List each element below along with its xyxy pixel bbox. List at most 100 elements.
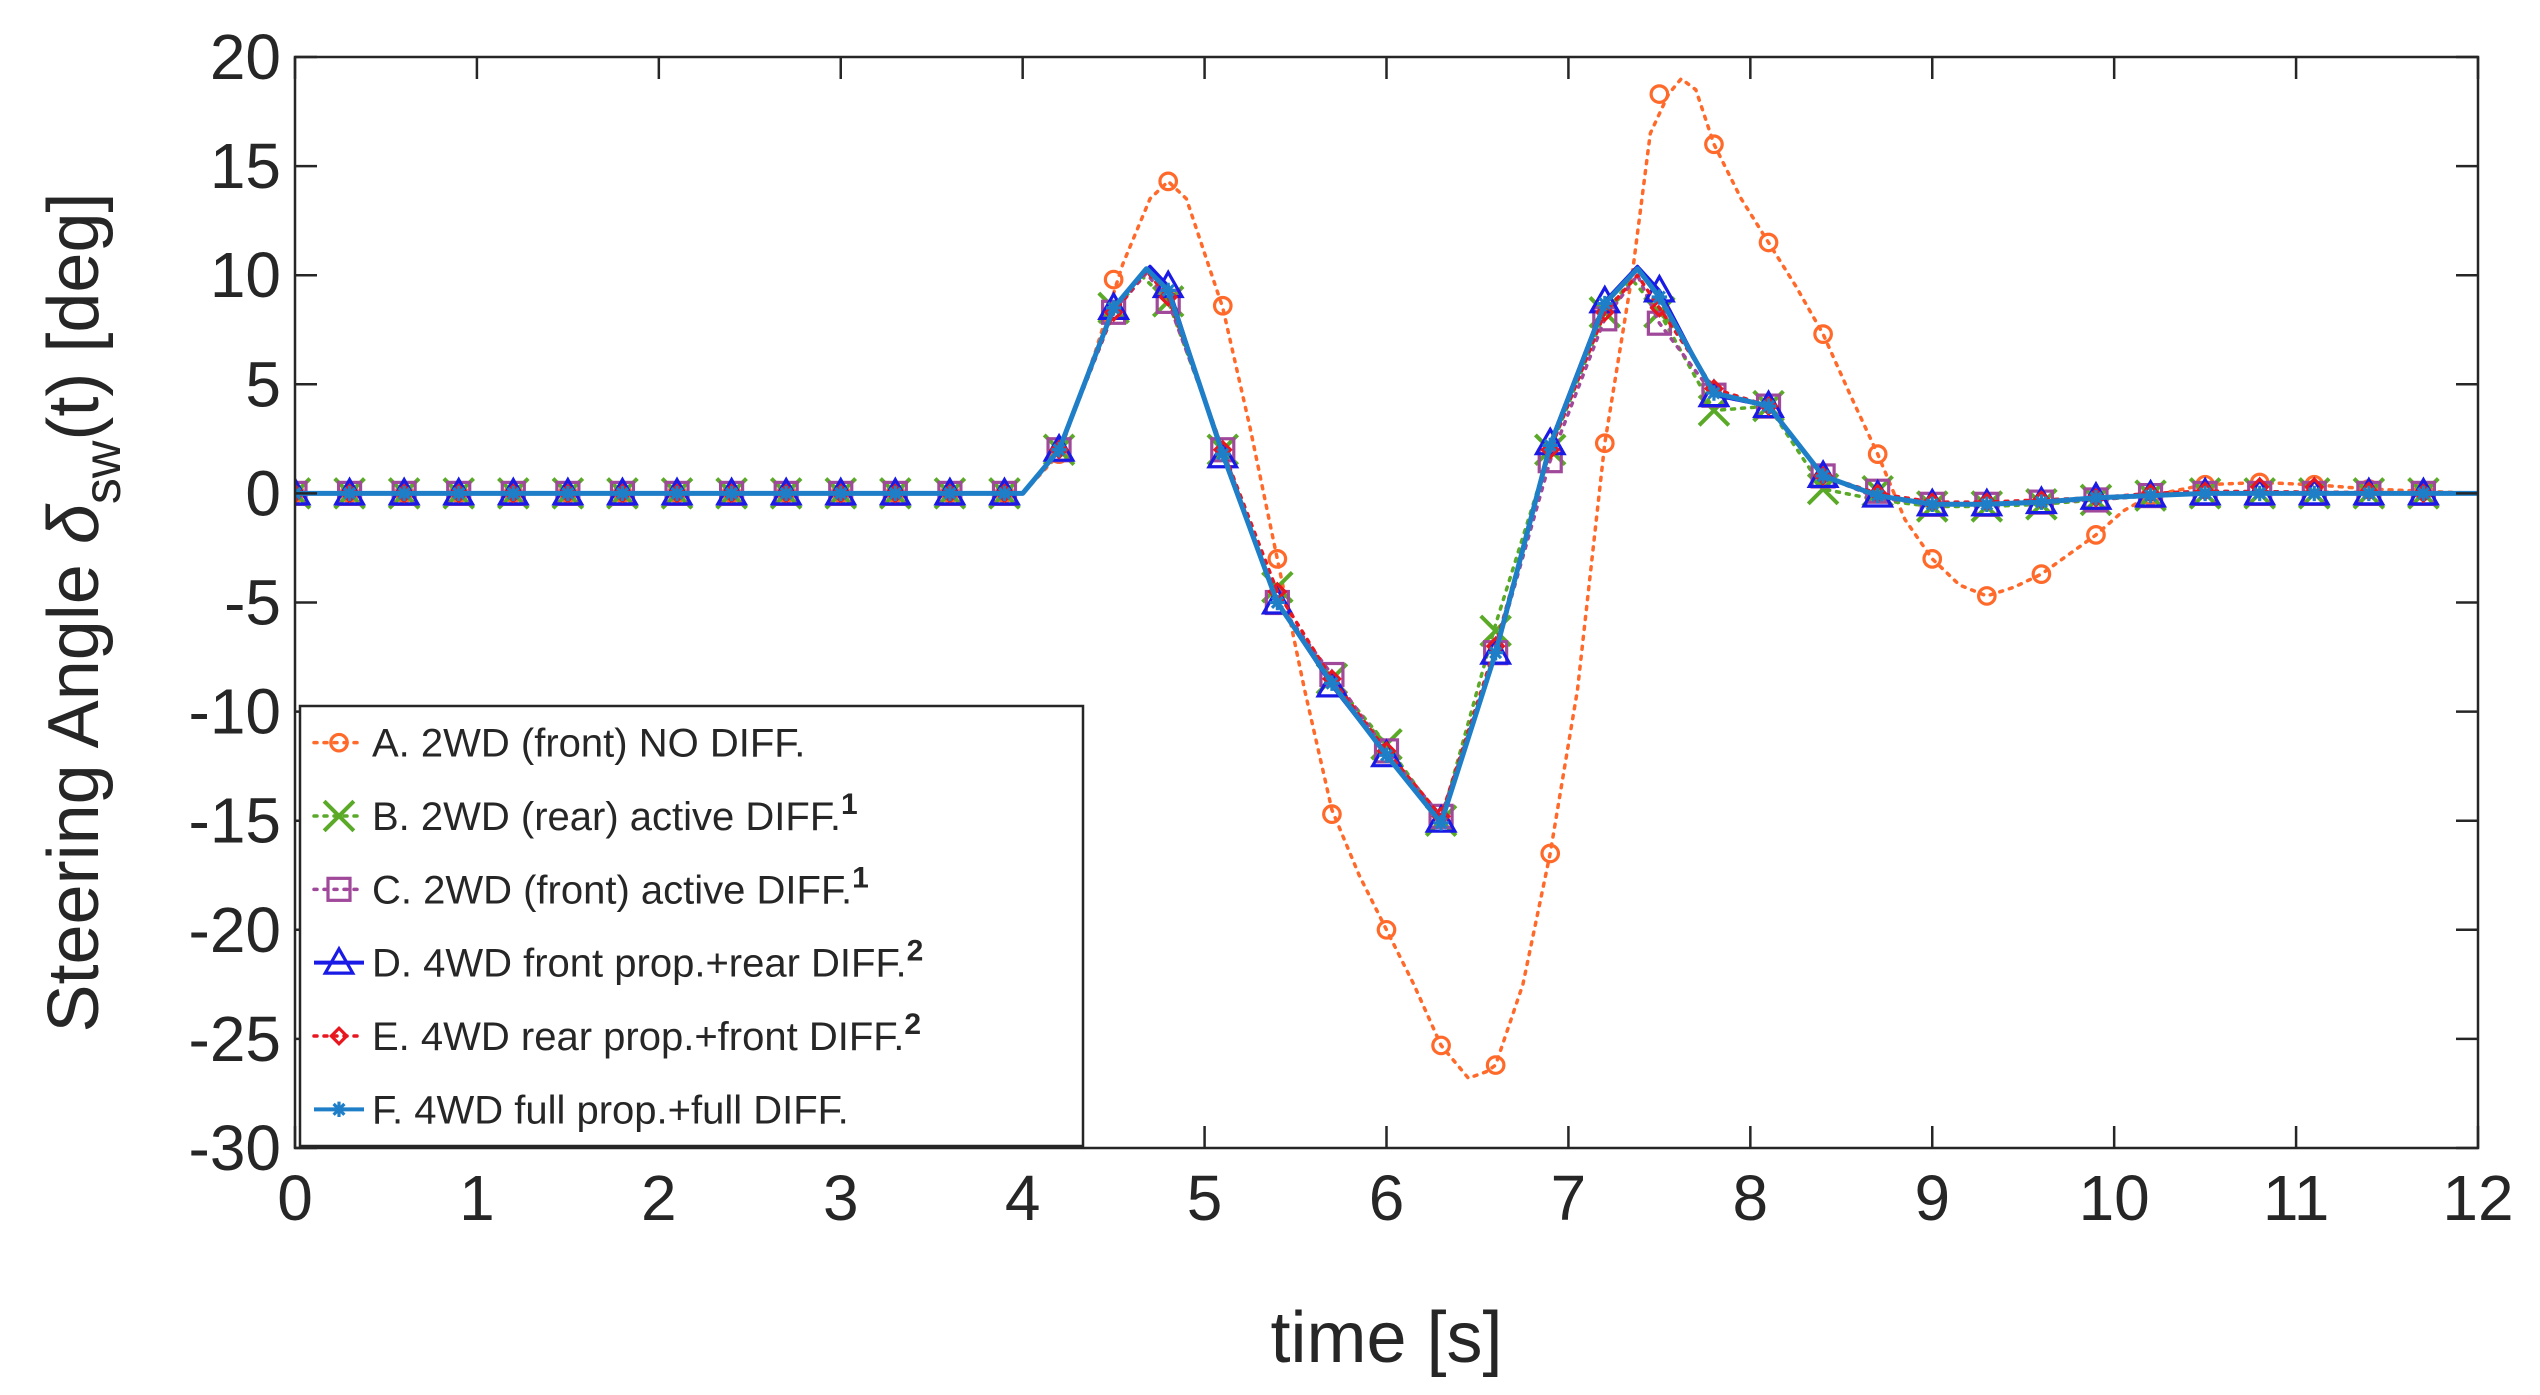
series-F-marker: [1869, 487, 1886, 504]
series-F-marker: [942, 485, 958, 502]
series-E-marker: [1103, 302, 1124, 323]
series-A-marker: [1594, 433, 1615, 454]
legend-superscript: 1: [852, 861, 869, 894]
y-label-symbol: δ: [34, 503, 114, 544]
x-tick-label: 12: [2442, 1162, 2513, 1234]
x-tick-label: 8: [1733, 1162, 1769, 1234]
series-F-marker: [1651, 289, 1668, 305]
series-D-marker: [1479, 635, 1513, 665]
legend-label-text: F. 4WD full prop.+full DIFF.: [372, 1088, 849, 1132]
series-A-marker: [1976, 586, 1997, 606]
series-F-marker: [1324, 675, 1340, 691]
legend-superscript: 2: [904, 1008, 921, 1041]
y-tick-label: -20: [189, 894, 282, 966]
series-F-marker: [669, 485, 685, 502]
series-A-marker: [1431, 1035, 1451, 1056]
legend-label-text: B. 2WD (rear) active DIFF.: [372, 795, 841, 839]
series-F-marker: [1433, 815, 1449, 831]
series-A-marker: [1376, 919, 1397, 940]
series-F-marker: [2252, 485, 2268, 502]
series-line-A: [295, 77, 2478, 1080]
series-F-marker: [505, 485, 521, 502]
legend-label-A: A. 2WD (front) NO DIFF.: [372, 722, 805, 766]
series-A-marker: [1212, 295, 1233, 316]
y-tick-label: 10: [210, 239, 281, 311]
series-F-marker: [2361, 485, 2377, 502]
series-F-marker: [1215, 446, 1231, 462]
x-tick-label: 1: [459, 1162, 495, 1234]
series-E-marker: [1594, 302, 1615, 323]
legend-item-F: F. 4WD full prop.+full DIFF.: [314, 1088, 849, 1132]
series-F-marker: [614, 485, 631, 502]
series-A-marker: [1922, 549, 1943, 569]
axes-layer: 0 1 2 3 4 5 6 7 8 9 10 11 12-30-25-20-15-10-50510152…: [189, 21, 2514, 1234]
y-tick-label: 15: [210, 130, 281, 202]
y-tick-label: 20: [210, 21, 281, 93]
y-label-suffix: (t) [deg]: [34, 192, 114, 440]
x-tick-label: 3: [823, 1162, 859, 1234]
series-F: [295, 266, 2478, 831]
legend-marker-C: [326, 876, 352, 902]
x-tick-label: 6: [1369, 1162, 1405, 1234]
series-A-marker: [1704, 134, 1724, 155]
y-label-subscript: sw: [74, 440, 132, 504]
series-A-marker: [1267, 549, 1288, 569]
y-tick-label: -5: [224, 567, 281, 639]
legend-label-text: D. 4WD front prop.+rear DIFF.: [372, 942, 907, 986]
legend-label-F: F. 4WD full prop.+full DIFF.: [372, 1088, 849, 1132]
legend-marker-E: [329, 1026, 349, 1046]
series-F-marker: [778, 485, 794, 502]
legend-label-C: C. 2WD (front) active DIFF.1: [372, 861, 869, 912]
series-F-marker: [723, 485, 740, 502]
legend-label-text: A. 2WD (front) NO DIFF.: [372, 722, 805, 766]
legend-marker-A: [329, 732, 349, 753]
x-tick-label: 11: [2263, 1162, 2329, 1234]
series-F-marker: [341, 485, 358, 502]
series-F-marker: [2142, 487, 2159, 504]
series-A-marker: [2031, 564, 2052, 584]
series-F-marker: [2088, 490, 2104, 506]
legend-item-A: A. 2WD (front) NO DIFF.: [312, 722, 805, 766]
y-tick-label: -15: [189, 785, 282, 857]
series-F-marker: [2197, 485, 2213, 502]
legend-label-D: D. 4WD front prop.+rear DIFF.2: [372, 935, 923, 986]
y-tick-label: -30: [189, 1112, 282, 1184]
series-F-marker: [1979, 496, 1995, 513]
x-axis-label: time [s]: [1270, 1298, 1502, 1378]
series-A-marker: [1540, 843, 1561, 864]
y-tick-label: -10: [189, 676, 282, 748]
series-F-marker: [451, 485, 467, 502]
legend-label-text: E. 4WD rear prop.+front DIFF.: [372, 1015, 904, 1059]
legend-item-B: B. 2WD (rear) active DIFF.1: [312, 788, 858, 839]
series-A-marker: [1485, 1055, 1506, 1075]
series-F-marker: [396, 485, 412, 502]
legend-marker-B: [322, 799, 356, 833]
series-F-marker: [1706, 385, 1722, 401]
legend: A. 2WD (front) NO DIFF. B. 2WD (rear) act…: [298, 704, 1085, 1148]
y-tick-label: 5: [245, 348, 281, 420]
series-A-marker: [1813, 324, 1833, 344]
y-axis-label: Steering Angle δsw(t) [deg]: [34, 192, 132, 1032]
series-F-marker: [560, 485, 576, 502]
series-F-marker: [1815, 468, 1831, 484]
series-F-marker: [2033, 494, 2050, 510]
legend-superscript: 1: [841, 788, 858, 821]
series-F-marker: [2415, 485, 2432, 502]
series-F-marker: [887, 485, 904, 502]
series-F-marker: [1269, 594, 1286, 611]
series-F-marker: [1542, 437, 1558, 454]
series-F-marker: [1051, 442, 1067, 458]
series-F-marker: [2306, 485, 2322, 502]
legend-label-B: B. 2WD (rear) active DIFF.1: [372, 788, 858, 839]
x-tick-label: 7: [1551, 1162, 1587, 1234]
legend-marker-D: [322, 945, 356, 975]
series-F-marker: [1597, 295, 1613, 312]
x-tick-label: 10: [2079, 1162, 2150, 1234]
series-A-marker: [1867, 444, 1888, 464]
legend-item-C: C. 2WD (front) active DIFF.1: [312, 861, 869, 912]
series-E-marker: [295, 483, 305, 504]
legend-item-D: D. 4WD front prop.+rear DIFF.2: [314, 935, 923, 986]
series-F-marker: [1760, 398, 1777, 414]
legend-label-E: E. 4WD rear prop.+front DIFF.2: [372, 1008, 921, 1059]
series-D-marker: [1260, 585, 1294, 615]
